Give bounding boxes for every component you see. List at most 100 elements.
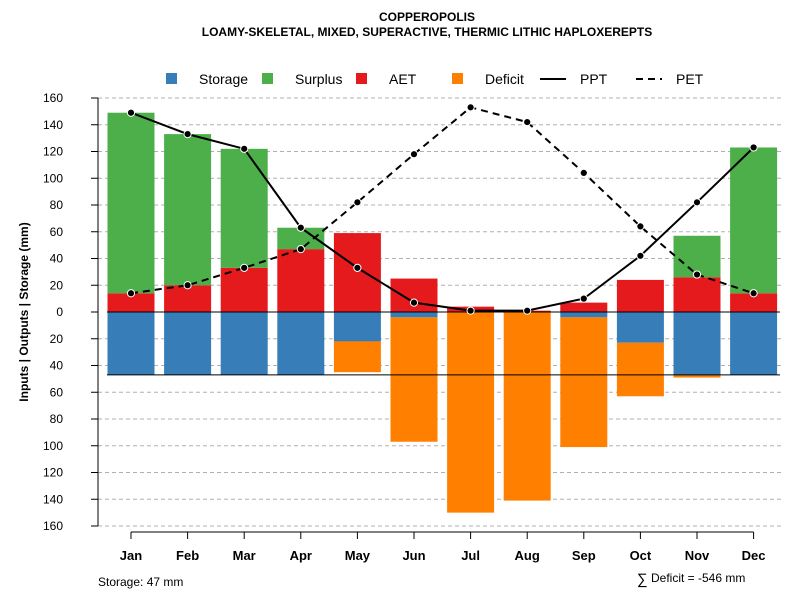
chart-subtitle: LOAMY-SKELETAL, MIXED, SUPERACTIVE, THER… [202, 25, 652, 39]
bar-storage [333, 312, 381, 342]
y-tick-label: 100 [43, 439, 63, 453]
bar-aet [333, 233, 381, 312]
x-tick-label: Feb [176, 548, 199, 563]
legend: Storage Surplus AET Deficit PPT PET [166, 71, 704, 87]
bar-storage [730, 312, 778, 375]
legend-label: Deficit [485, 71, 524, 87]
bar-aet [277, 249, 325, 312]
y-tick-label: 60 [50, 225, 64, 239]
bar-aet [560, 302, 608, 312]
legend-swatch [452, 73, 463, 84]
bar-aet [390, 278, 438, 312]
bar-storage [277, 312, 325, 375]
pet-line-point [749, 289, 758, 298]
bar-surplus [164, 134, 212, 286]
bar-storage [107, 312, 155, 375]
x-tick-label: May [345, 548, 371, 563]
y-tick-label: 80 [50, 198, 64, 212]
y-tick-label: 120 [43, 466, 63, 480]
bar-deficit [333, 341, 381, 373]
pet-line-point [409, 150, 419, 159]
chart-title: COPPEROPOLIS [379, 10, 475, 24]
ppt-line-point [466, 306, 475, 315]
x-tick-label: Aug [515, 548, 540, 563]
pet-line-point [636, 222, 645, 231]
bar-surplus [673, 235, 721, 278]
pet-line-point [240, 263, 249, 272]
bar-deficit [560, 317, 608, 448]
bar-surplus [277, 227, 325, 250]
x-tick-label: Jun [402, 548, 425, 563]
legend-label: PET [676, 71, 704, 87]
x-tick-label: Oct [630, 548, 652, 563]
bar-storage [616, 312, 664, 343]
bar-surplus [220, 148, 268, 268]
x-axis: Jan Feb Mar Apr May Jun Jul Aug Sep Oct Nov Dec [120, 531, 766, 563]
bar-aet [107, 293, 155, 312]
bar-aet [616, 279, 664, 312]
ppt-line-point [692, 198, 702, 207]
bar-storage [164, 312, 212, 375]
ppt-line-point [296, 223, 305, 232]
pet-line-point [353, 198, 362, 207]
y-tick-label: 160 [43, 519, 63, 533]
legend-label: PPT [580, 71, 608, 87]
y-tick-label: 20 [50, 278, 64, 292]
pet-line-point [466, 103, 475, 112]
bar-surplus [730, 147, 778, 294]
bar-storage [390, 312, 438, 318]
bar-aet [673, 277, 721, 312]
y-tick-label: 160 [43, 91, 63, 105]
x-tick-label: Sep [572, 548, 596, 563]
legend-swatch [262, 73, 273, 84]
bar-deficit [616, 342, 664, 397]
legend-swatch [356, 73, 367, 84]
bar-aet [164, 285, 212, 312]
x-tick-label: Apr [290, 548, 312, 563]
y-axis: 160 140 120 100 80 60 40 20 0 20 40 60 80 100 120 140 16… [43, 91, 99, 533]
pet-line-point [126, 289, 136, 298]
deficit-sum-symbol: ∑ [637, 571, 648, 588]
bar-storage [220, 312, 268, 375]
legend-label: Storage [199, 71, 248, 87]
bar-deficit [390, 317, 438, 442]
pet-line-point [183, 281, 192, 290]
pet-line [130, 106, 754, 295]
bar-aet [730, 293, 778, 312]
y-tick-label: 140 [43, 492, 63, 506]
pet-line-point [579, 168, 588, 177]
y-axis-label: Inputs | Outputs | Storage (mm) [17, 222, 31, 401]
storage-footnote: Storage: 47 mm [98, 575, 183, 589]
legend-label: AET [389, 71, 417, 87]
ppt-line-point [240, 144, 249, 153]
ppt-line-point [126, 108, 136, 117]
ppt-line-point [353, 263, 362, 272]
ppt-line-point [409, 298, 419, 307]
pet-line-point [523, 117, 532, 127]
deficit-footnote: Deficit = -546 mm [651, 571, 745, 585]
legend-swatch [166, 73, 177, 84]
y-tick-label: 40 [50, 359, 64, 373]
x-tick-label: Jul [461, 548, 480, 563]
ppt-line-point [579, 294, 588, 303]
legend-label: Surplus [295, 71, 342, 87]
x-tick-label: Jan [120, 548, 142, 563]
bar-storage [673, 312, 721, 375]
y-tick-label: 40 [50, 252, 64, 266]
y-tick-label: 60 [50, 385, 64, 399]
y-tick-label: 20 [50, 332, 64, 346]
bar-surplus [107, 112, 155, 294]
ppt-line-point [749, 143, 758, 152]
grid-lines [98, 97, 784, 527]
bar-aet [220, 267, 268, 312]
pet-line-point [692, 270, 702, 279]
bar-deficit [673, 374, 721, 378]
bars [107, 112, 778, 513]
ppt-line [130, 111, 755, 312]
y-tick-label: 140 [43, 118, 63, 132]
y-tick-label: 120 [43, 145, 63, 159]
bar-deficit [447, 312, 495, 513]
ppt-line-point [523, 306, 532, 315]
x-tick-label: Dec [742, 548, 766, 563]
